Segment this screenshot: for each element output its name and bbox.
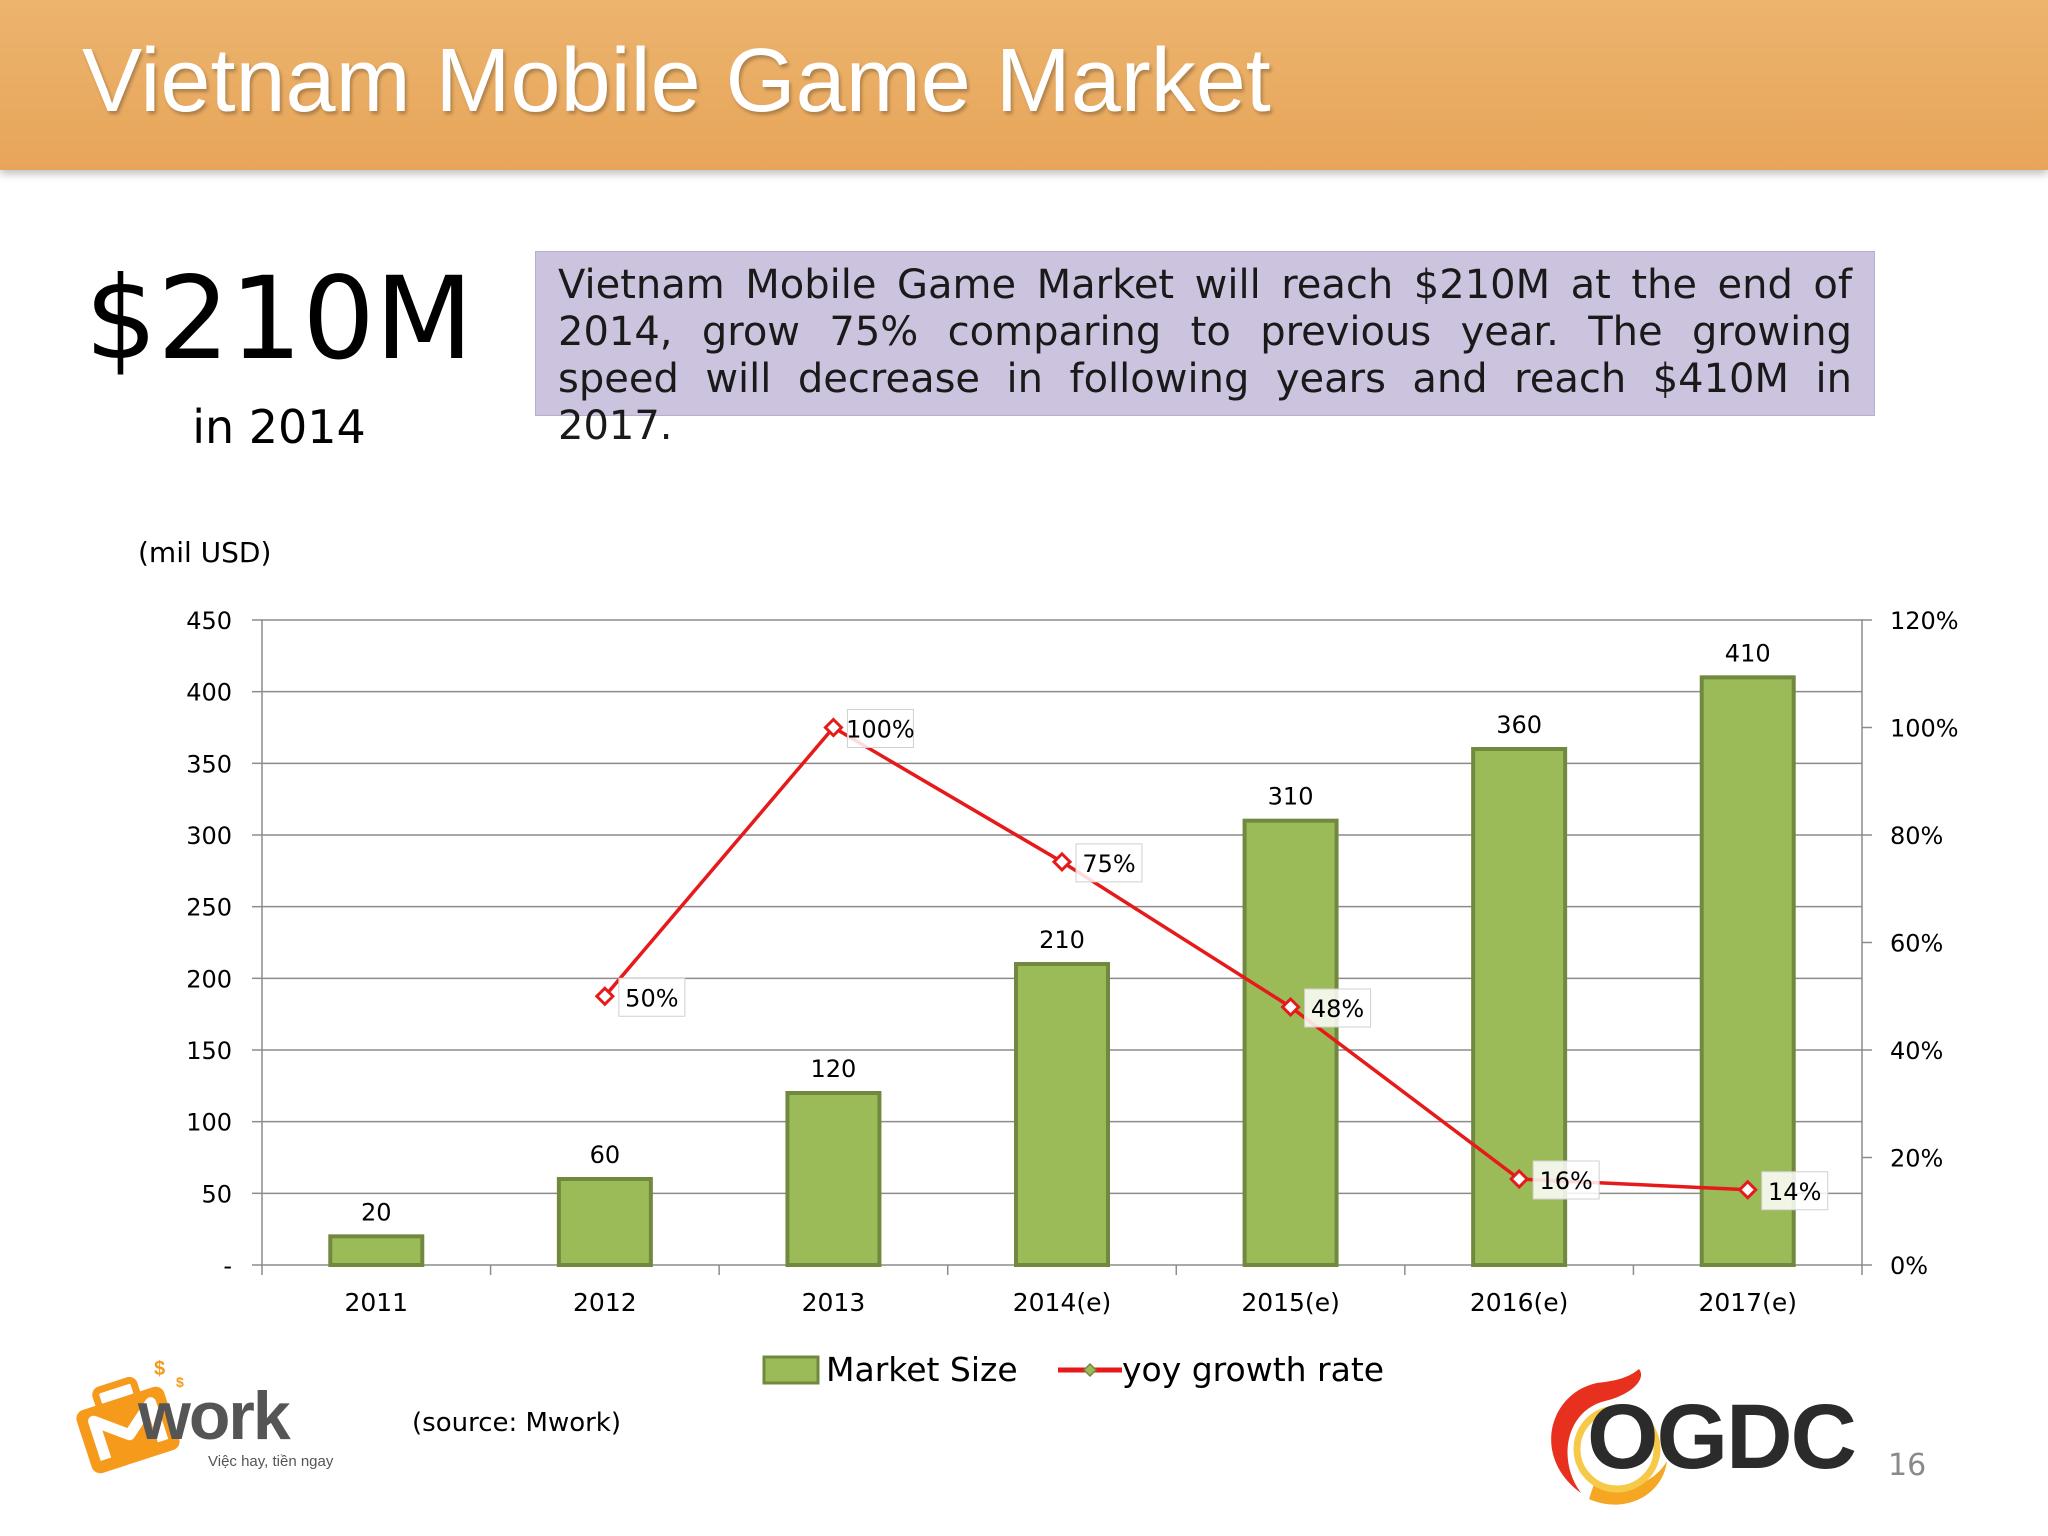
title-bar: Vietnam Mobile Game Market [0, 0, 2048, 170]
growth-rate-label-box [846, 709, 914, 748]
legend-line-label: yoy growth rate [1122, 1350, 1384, 1389]
ogdc-logo: OGDC [1535, 1365, 1857, 1515]
market-size-data-label: 20 [361, 1198, 392, 1226]
headline-year: in 2014 [192, 400, 366, 454]
page-title: Vietnam Mobile Game Market [82, 31, 1271, 131]
market-size-bar [1014, 962, 1110, 1267]
growth-rate-label-box [1304, 988, 1372, 1028]
y-axis-tick-label: 150 [186, 1037, 232, 1065]
summary-box: Vietnam Mobile Game Market will reach $2… [535, 251, 1875, 449]
growth-rate-data-label: 14% [1768, 1178, 1821, 1206]
x-axis-category-label: 2011 [344, 1288, 408, 1317]
y-axis-tick-label: 100 [186, 1109, 232, 1137]
y2-axis-tick-label: 40% [1890, 1037, 1943, 1065]
growth-rate-data-label: 16% [1539, 1167, 1592, 1195]
y2-axis-tick-label: 60% [1890, 930, 1943, 958]
y-axis-unit-label: (mil USD) [138, 536, 272, 569]
market-size-bar [1242, 818, 1339, 1268]
y2-axis-tick-label: 100% [1890, 715, 1959, 743]
legend-bar-swatch [762, 1355, 820, 1385]
growth-rate-marker [594, 986, 615, 1007]
growth-rate-label-box [1532, 1160, 1600, 1200]
y-axis-tick-label: - [223, 1252, 232, 1280]
y-axis-tick-label: 300 [186, 822, 232, 850]
growth-rate-line [603, 725, 1748, 1192]
market-chart: - 50 100 150 200 250 300 350 400 450 0% 20% 40% 60% 80… [186, 607, 1959, 1389]
growth-rate-data-label: 48% [1311, 995, 1364, 1023]
mwork-wordmark: work [138, 1378, 291, 1454]
y-axis-tick-label: 450 [186, 607, 232, 635]
legend-line-marker [1082, 1362, 1098, 1378]
svg-text:$: $ [176, 1374, 184, 1390]
x-axis-category-label: 2012 [573, 1288, 637, 1317]
y-axis-tick-label: 50 [201, 1180, 232, 1208]
market-size-bar [1699, 675, 1796, 1267]
growth-rate-marker [823, 717, 844, 738]
market-size-bar [785, 1091, 882, 1267]
y2-axis-tick-label: 20% [1890, 1145, 1943, 1173]
y2-axis-tick-label: 0% [1890, 1252, 1928, 1280]
growth-rate-data-label: 75% [1082, 850, 1135, 878]
growth-rate-label-box [1075, 843, 1143, 883]
market-size-data-label: 120 [811, 1055, 857, 1083]
growth-rate-marker [1737, 1179, 1758, 1200]
source-note: (source: Mwork) [412, 1408, 622, 1438]
y-axis-tick-label: 250 [186, 894, 232, 922]
growth-rate-marker [1051, 851, 1073, 872]
headline-value: $210M [84, 252, 474, 385]
y2-axis-tick-label: 120% [1890, 607, 1959, 635]
x-axis-category-label: 2016(e) [1470, 1288, 1569, 1317]
y2-axis-tick-label: 80% [1890, 822, 1943, 850]
market-size-data-label: 60 [590, 1141, 621, 1169]
mwork-tagline: Việc hay, tiền ngay [208, 1453, 334, 1470]
market-size-data-label: 360 [1496, 711, 1542, 739]
market-size-data-label: 410 [1725, 639, 1771, 667]
y-axis-tick-label: 400 [186, 679, 232, 707]
mwork-logo: $ $ work Việc hay, tiền ngay [68, 1355, 368, 1485]
legend-bar-label: Market Size [826, 1350, 1018, 1389]
market-size-bar [556, 1177, 653, 1267]
svg-text:$: $ [154, 1358, 165, 1380]
x-axis-category-label: 2015(e) [1241, 1288, 1340, 1317]
growth-rate-data-label: 50% [625, 984, 678, 1012]
market-size-data-label: 310 [1268, 783, 1314, 811]
x-axis-category-label: 2017(e) [1698, 1288, 1797, 1317]
x-axis-category-label: 2013 [802, 1288, 866, 1317]
x-axis-category-label: 2014(e) [1013, 1288, 1112, 1317]
market-size-data-label: 210 [1039, 926, 1085, 954]
growth-rate-marker [1280, 996, 1301, 1018]
y-axis-tick-label: 200 [186, 965, 232, 993]
growth-rate-marker [1509, 1168, 1530, 1190]
growth-rate-label-box [618, 977, 686, 1017]
ogdc-flame-icon [1551, 1369, 1667, 1505]
page-number: 16 [1888, 1448, 1927, 1483]
y-axis-tick-label: 350 [186, 750, 232, 778]
growth-rate-label-box [1761, 1171, 1829, 1211]
market-size-bar [328, 1234, 425, 1268]
growth-rate-data-label: 100% [846, 716, 915, 744]
mwork-briefcase-icon: $ $ [76, 1358, 184, 1474]
ogdc-wordmark: OGDC [1587, 1386, 1857, 1488]
summary-text: Vietnam Mobile Game Market will reach $2… [558, 262, 1852, 449]
